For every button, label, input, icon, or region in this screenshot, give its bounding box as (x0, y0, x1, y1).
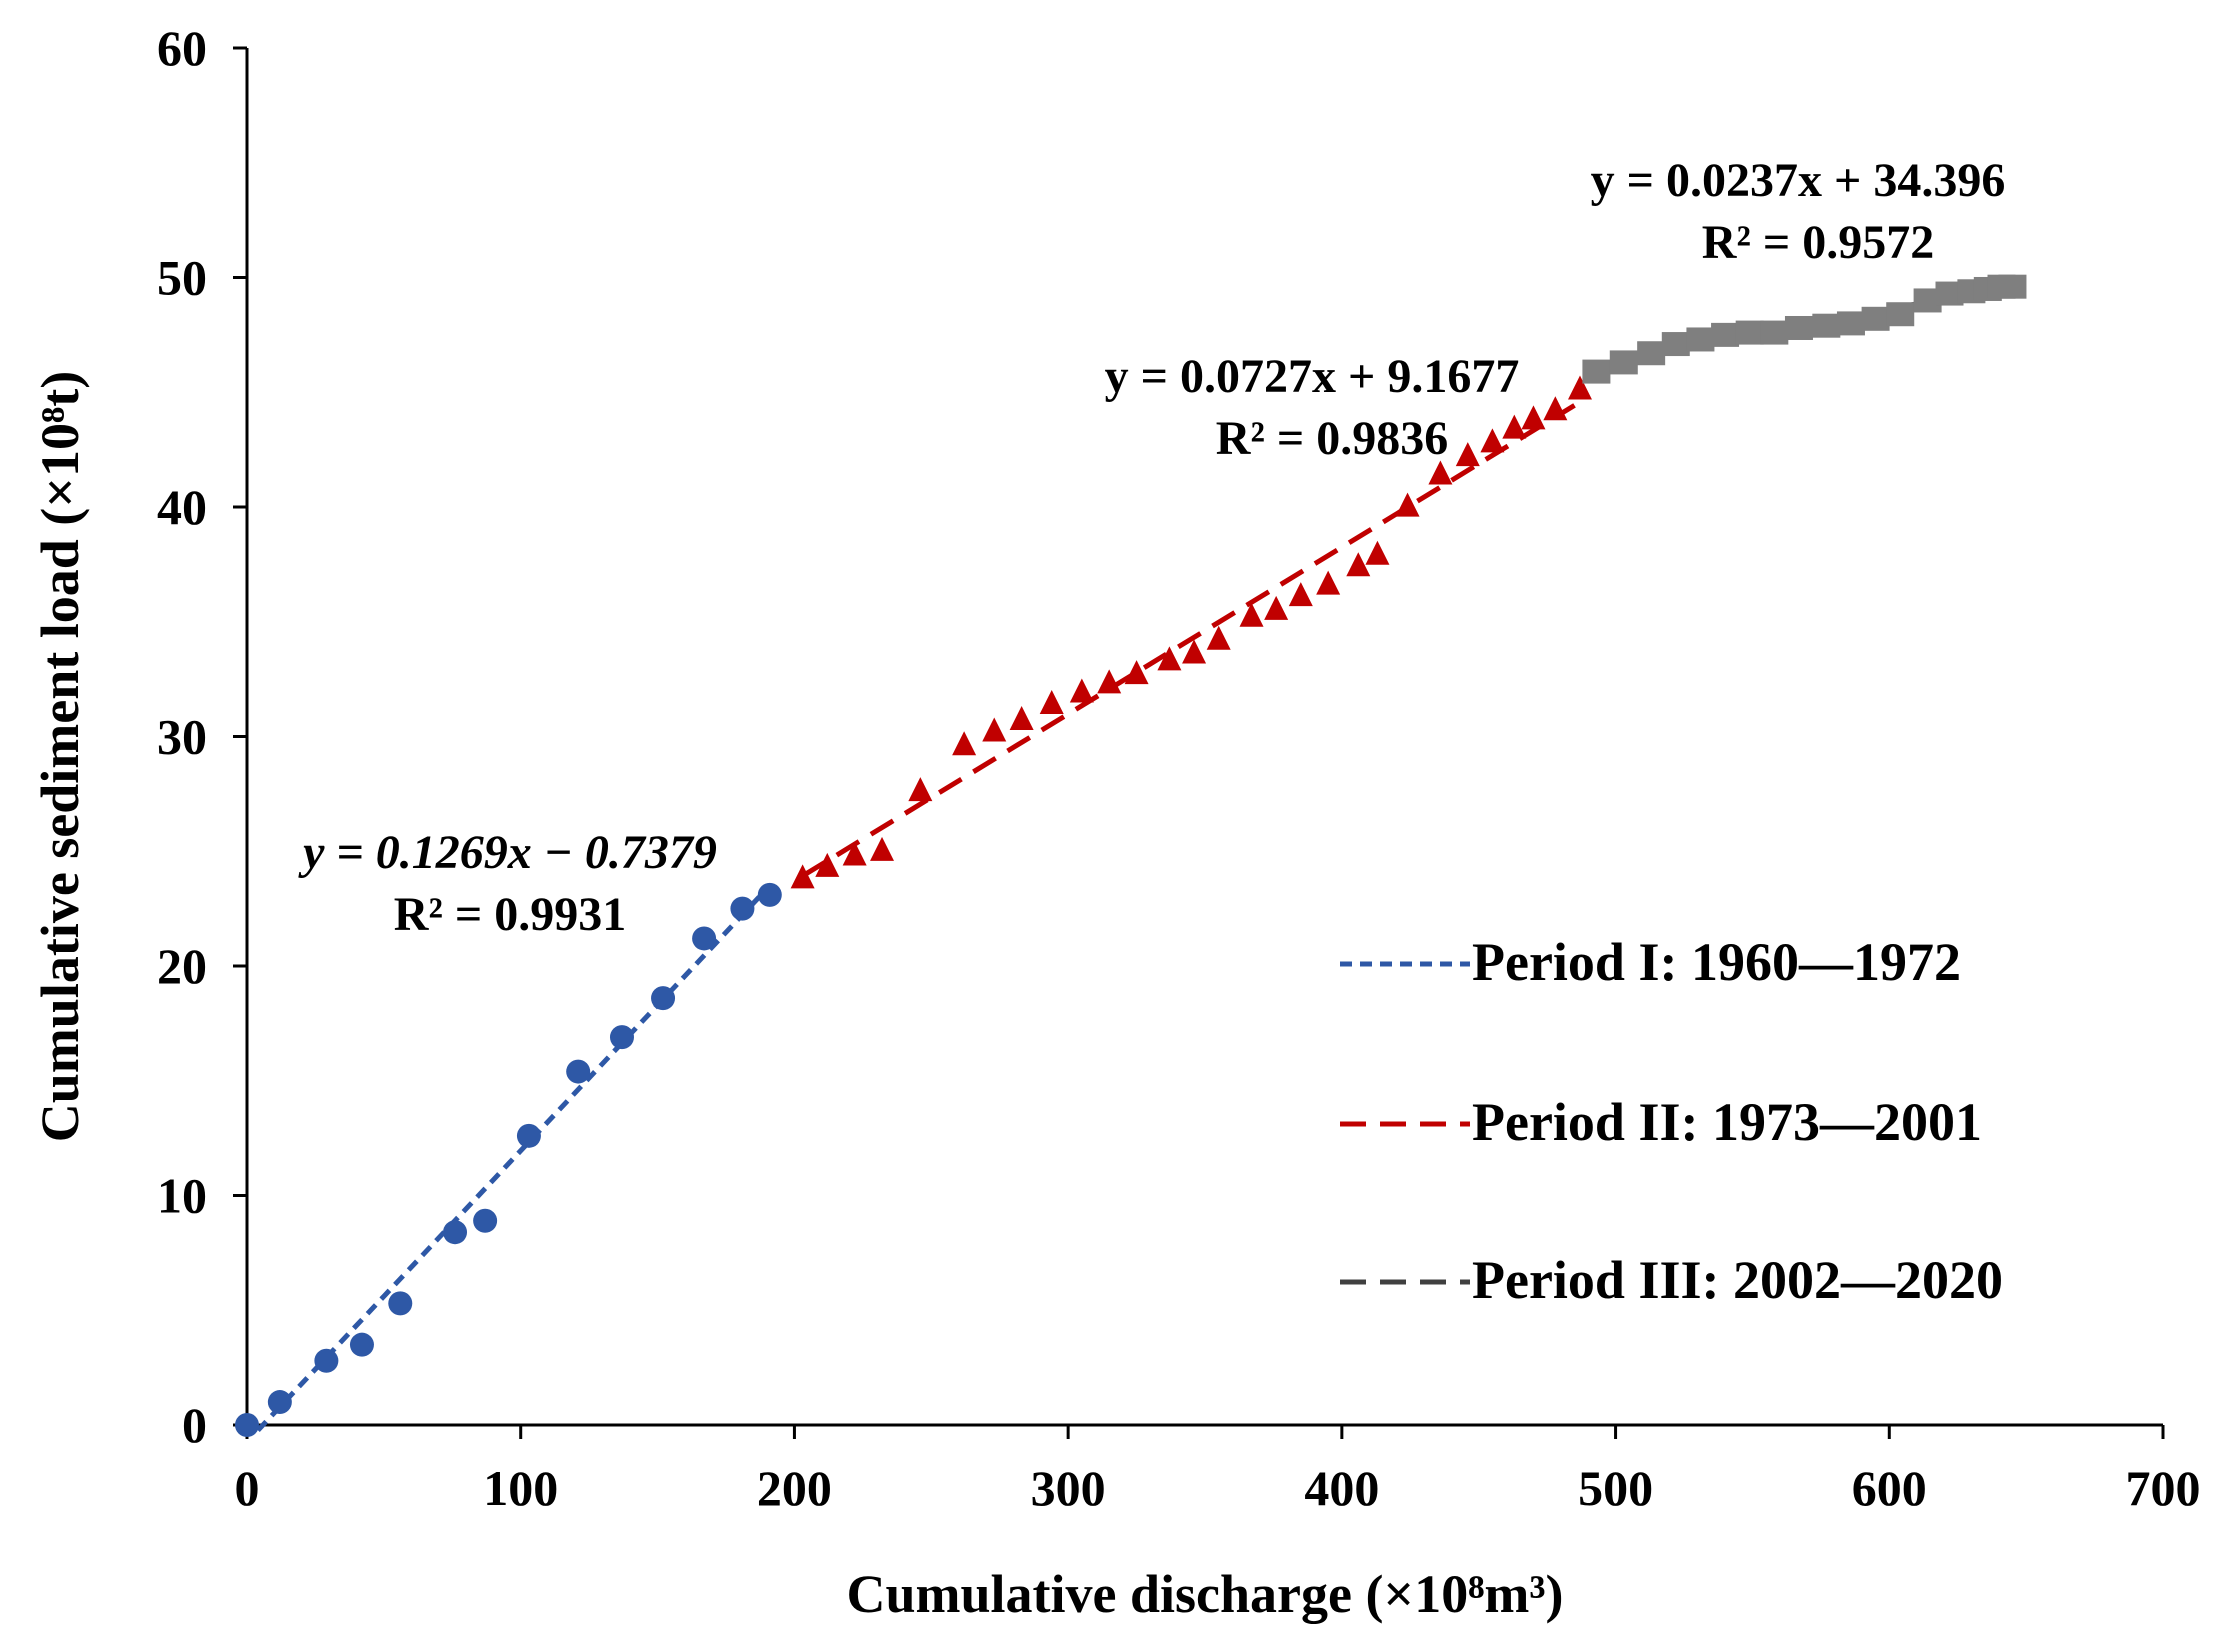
data-point (1264, 595, 1289, 620)
data-point (757, 882, 782, 907)
data-point (1836, 311, 1865, 336)
legend-label-period-3: Period III: 2002—2020 (1472, 1250, 2003, 1310)
x-tick-label: 600 (1852, 1460, 1927, 1516)
y-tick-label: 60 (157, 20, 207, 76)
x-tick-label: 100 (483, 1460, 558, 1516)
data-point (516, 1123, 541, 1148)
data-point (1637, 341, 1666, 366)
data-point (1239, 602, 1264, 627)
data-point (1039, 689, 1064, 714)
data-point (473, 1208, 498, 1233)
data-point (1812, 313, 1841, 338)
data-point (842, 841, 867, 866)
data-point (952, 731, 977, 756)
markers (235, 274, 2027, 1437)
data-point (1861, 306, 1890, 331)
data-point (1784, 315, 1813, 340)
legend-label-period-2: Period II: 1973—2001 (1472, 1092, 1982, 1152)
data-point (790, 864, 815, 889)
legend-label-period-1: Period I: 1960—1972 (1472, 932, 1961, 992)
data-point (388, 1291, 413, 1316)
data-point (1760, 320, 1789, 345)
data-point (815, 852, 840, 877)
fit-r2-period-3: R² = 0.9572 (1702, 216, 1934, 269)
data-point (1009, 706, 1034, 731)
fit-r2-period-1: R² = 0.9931 (394, 888, 626, 941)
x-tick-label: 0 (235, 1460, 260, 1516)
data-point (870, 836, 895, 861)
data-point (1886, 302, 1915, 327)
data-point (566, 1059, 591, 1084)
data-point (235, 1413, 259, 1437)
data-point (1686, 327, 1715, 352)
data-point (1455, 442, 1480, 467)
y-tick-label: 0 (182, 1397, 207, 1453)
annotations: y = 0.1269x − 0.7379 R² = 0.9931 y = 0.072… (298, 154, 2005, 941)
data-point (1097, 669, 1122, 694)
fit-r2-period-2: R² = 0.9836 (1216, 412, 1448, 465)
data-point (1157, 646, 1182, 671)
data-point (314, 1348, 339, 1373)
y-tick-label: 50 (157, 250, 207, 306)
fit-equation-period-1: y = 0.1269x − 0.7379 (298, 826, 717, 879)
data-point (1661, 332, 1690, 357)
data-point (267, 1390, 292, 1415)
data-point (349, 1332, 374, 1357)
data-point (1609, 350, 1638, 375)
y-tick-label: 30 (157, 709, 207, 765)
data-point (1182, 639, 1207, 664)
x-tick-label: 400 (1304, 1460, 1379, 1516)
data-point (1316, 570, 1341, 595)
data-point (1206, 625, 1231, 650)
data-point (1582, 359, 1611, 384)
data-point (1428, 460, 1453, 485)
data-point (609, 1025, 634, 1050)
fit-equation-period-3: y = 0.0237x + 34.396 (1591, 154, 2006, 207)
data-point (1502, 414, 1527, 439)
fit-line-period-2 (801, 403, 1576, 879)
data-point (692, 926, 717, 951)
y-axis-title: Cumulative sediment load (×10⁸t) (30, 371, 90, 1142)
data-point (1567, 375, 1592, 400)
legend: Period I: 1960—1972 Period II: 1973—2001 P… (1340, 932, 2003, 1310)
data-point (1521, 405, 1546, 430)
x-tick-label: 300 (1031, 1460, 1106, 1516)
x-tick-label: 500 (1578, 1460, 1653, 1516)
fit-line-period-1 (256, 886, 769, 1432)
data-point (1395, 492, 1420, 517)
y-tick-label: 40 (157, 479, 207, 535)
data-point (730, 896, 755, 921)
data-point (443, 1220, 468, 1245)
data-point (1998, 274, 2027, 299)
data-point (651, 986, 676, 1011)
data-point (1124, 660, 1149, 685)
data-point (1288, 582, 1313, 607)
data-point (982, 717, 1007, 742)
y-tick-label: 10 (157, 1168, 207, 1224)
data-point (1735, 320, 1764, 345)
data-point (1711, 322, 1740, 347)
data-point (1543, 396, 1568, 421)
data-point (1480, 428, 1505, 453)
data-point (1346, 552, 1371, 577)
data-point (1069, 678, 1094, 703)
data-point (1365, 540, 1390, 565)
y-tick-label: 20 (157, 938, 207, 994)
fit-equation-period-2: y = 0.0727x + 9.1677 (1105, 350, 1520, 403)
data-point (908, 777, 933, 802)
x-axis-title: Cumulative discharge (×10⁸m³) (846, 1564, 1563, 1624)
x-tick-label: 700 (2126, 1460, 2201, 1516)
x-tick-label: 200 (757, 1460, 832, 1516)
